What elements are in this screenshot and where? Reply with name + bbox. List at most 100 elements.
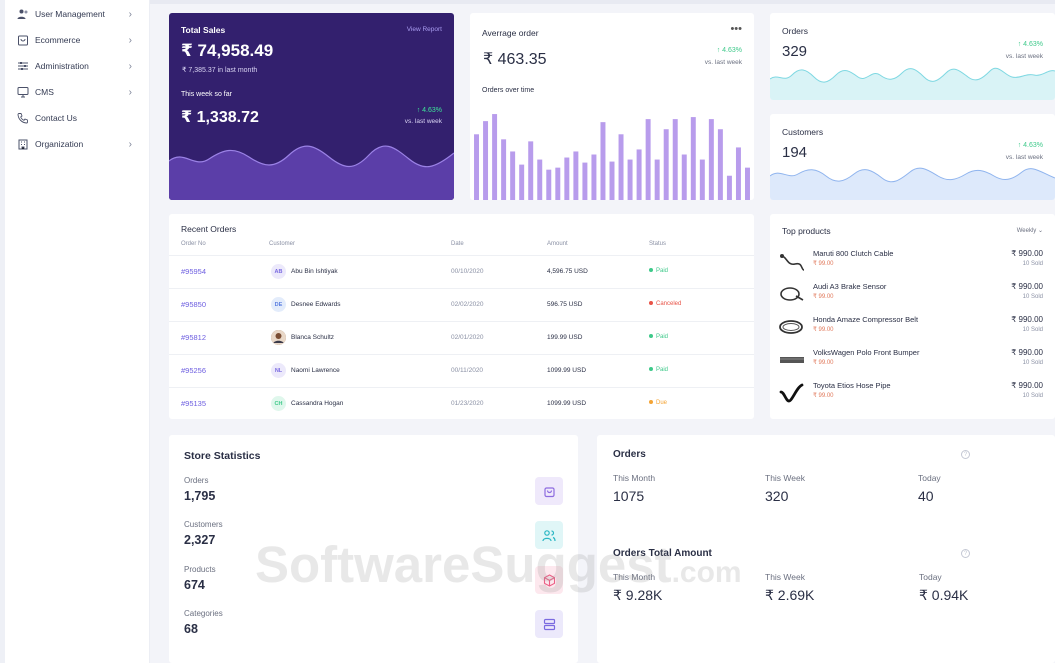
product-unit-price: ₹ 99.00 <box>813 261 834 267</box>
chart-bar <box>726 175 732 200</box>
orders-card: Orders 329 ↑ 4.63% vs. last week <box>770 13 1055 100</box>
avatar: DE <box>271 297 286 312</box>
order-id-link[interactable]: #95954 <box>181 267 207 276</box>
list-item[interactable]: Maruti 800 Clutch Cable ₹ 99.00 ₹ 990.00… <box>770 246 1055 279</box>
table-row[interactable]: #95812 Blanca Schultz 02/01/2020 199.99 … <box>169 321 754 354</box>
total-today: Today ₹ 0.94K <box>919 572 968 604</box>
col-header-amount: Amount <box>547 241 568 247</box>
order-date: 02/02/2020 <box>451 301 484 308</box>
table-row[interactable]: #95135 CH Cassandra Hogan 01/23/2020 109… <box>169 387 754 419</box>
chart-bar <box>564 157 570 200</box>
sidebar-item-label: User Management <box>35 9 105 19</box>
brake-sensor-icon <box>780 287 804 301</box>
sidebar-item-administration[interactable]: Administration › <box>0 54 150 78</box>
order-amount: 1099.99 USD <box>547 367 587 374</box>
list-item[interactable]: Honda Amaze Compressor Belt ₹ 99.00 ₹ 99… <box>770 312 1055 345</box>
average-order-title: Averrage order <box>482 28 539 38</box>
orders-change-percent: ↑ 4.63% <box>1017 41 1043 48</box>
stat-label: Categories <box>184 609 223 618</box>
chart-bar <box>708 119 714 200</box>
front-bumper-icon <box>780 357 804 363</box>
period-value: 40 <box>918 488 934 504</box>
chevron-right-icon: › <box>128 60 132 72</box>
orders-today: Today 40 <box>918 473 941 504</box>
stat-value: 2,327 <box>184 533 216 547</box>
product-name: Toyota Etios Hose Pipe <box>813 381 891 390</box>
stat-orders: Orders 1,795 <box>184 476 564 503</box>
average-order-amount: ₹ 463.35 <box>483 51 547 68</box>
watermark-suffix: .com <box>671 556 742 589</box>
sidebar-item-contact-us[interactable]: Contact Us <box>0 106 150 130</box>
orders-this-week: This Week 320 <box>765 473 805 504</box>
view-report-link[interactable]: View Report <box>406 26 442 33</box>
help-icon[interactable]: ? <box>961 450 970 459</box>
order-date: 00/11/2020 <box>451 367 484 374</box>
sidebar-item-organization[interactable]: Organization › <box>0 132 150 156</box>
stat-customers: Customers 2,327 <box>184 520 564 547</box>
recent-orders-card: Recent Orders Order No Customer Date Amo… <box>169 214 754 419</box>
building-icon <box>17 138 29 150</box>
product-unit-price: ₹ 99.00 <box>813 327 834 333</box>
sidebar-item-cms[interactable]: CMS › <box>0 80 150 104</box>
status-dot-icon <box>649 400 653 405</box>
product-sold: 10 Sold <box>1022 261 1043 267</box>
sidebar-item-user-management[interactable]: User Management › <box>0 2 150 26</box>
sidebar-item-ecommerce[interactable]: Ecommerce › <box>0 28 150 52</box>
more-options-icon[interactable]: ••• <box>730 23 742 35</box>
period-filter-label: Weekly <box>1016 228 1037 234</box>
help-icon[interactable]: ? <box>961 549 970 558</box>
chart-bar <box>528 141 534 200</box>
col-header-customer: Customer <box>269 241 296 247</box>
list-item[interactable]: Toyota Etios Hose Pipe ₹ 99.00 ₹ 990.00 … <box>770 378 1055 411</box>
list-item[interactable]: Audi A3 Brake Sensor ₹ 99.00 ₹ 990.00 10… <box>770 279 1055 312</box>
watermark-main: SoftwareSuggest <box>255 536 672 593</box>
customer-name: Abu Bin Ishtiyak <box>291 268 338 275</box>
sales-wave-chart <box>169 145 454 200</box>
top-products-title: Top products <box>782 226 831 236</box>
sales-change-caption: vs. last week <box>404 118 442 125</box>
stat-value: 1,795 <box>184 489 216 503</box>
average-change-caption: vs. last week <box>704 59 742 66</box>
order-id-link[interactable]: #95850 <box>181 300 207 309</box>
table-row[interactable]: #95256 NL Naomi Lawrence 00/11/2020 1099… <box>169 354 754 387</box>
sidebar-item-label: Organization <box>35 139 84 149</box>
avatar: NL <box>271 363 286 378</box>
status-dot-icon <box>649 268 653 273</box>
hose-pipe-icon <box>779 383 804 403</box>
chart-bar <box>519 164 525 200</box>
chart-bar <box>645 119 651 200</box>
list-item[interactable]: VolksWagen Polo Front Bumper ₹ 99.00 ₹ 9… <box>770 345 1055 378</box>
monitor-icon <box>17 86 29 98</box>
sidebar-item-label: Administration <box>35 61 89 71</box>
last-month-amount: ₹ 7,385.37 in last month <box>182 67 258 74</box>
status-label: Due <box>656 400 668 406</box>
status-badge: Paid <box>649 367 668 373</box>
status-badge: Paid <box>649 334 668 340</box>
customers-change-caption: vs. last week <box>1005 154 1043 161</box>
order-id-link[interactable]: #95135 <box>181 399 207 408</box>
stat-value: 68 <box>184 622 198 636</box>
product-total: ₹ 990.00 <box>1011 249 1043 258</box>
orders-over-time-chart <box>474 114 750 200</box>
order-id-link[interactable]: #95812 <box>181 333 207 342</box>
order-id-link[interactable]: #95256 <box>181 366 207 375</box>
chart-bar <box>483 121 489 200</box>
product-name: VolksWagen Polo Front Bumper <box>813 348 920 357</box>
top-divider <box>150 0 1055 4</box>
chevron-right-icon: › <box>128 8 132 20</box>
table-row[interactable]: #95954 AB Abu Bin Ishtiyak 00/10/2020 4,… <box>169 255 754 288</box>
period-filter-dropdown[interactable]: Weekly ⌄ <box>1017 227 1043 234</box>
table-row[interactable]: #95850 DE Desnee Edwards 02/02/2020 596.… <box>169 288 754 321</box>
status-dot-icon <box>649 334 653 339</box>
status-badge: Canceled <box>649 301 681 307</box>
period-value: ₹ 2.69K <box>765 587 815 603</box>
order-date: 02/01/2020 <box>451 334 484 341</box>
chart-bar <box>735 147 741 200</box>
avatar <box>271 330 286 345</box>
sidebar-edge <box>0 0 5 663</box>
chart-bar <box>745 167 750 200</box>
server-icon <box>535 610 563 638</box>
customers-wave-chart <box>770 167 1055 200</box>
compressor-belt-icon <box>779 320 803 334</box>
total-sales-amount: ₹ 74,958.49 <box>181 41 274 60</box>
